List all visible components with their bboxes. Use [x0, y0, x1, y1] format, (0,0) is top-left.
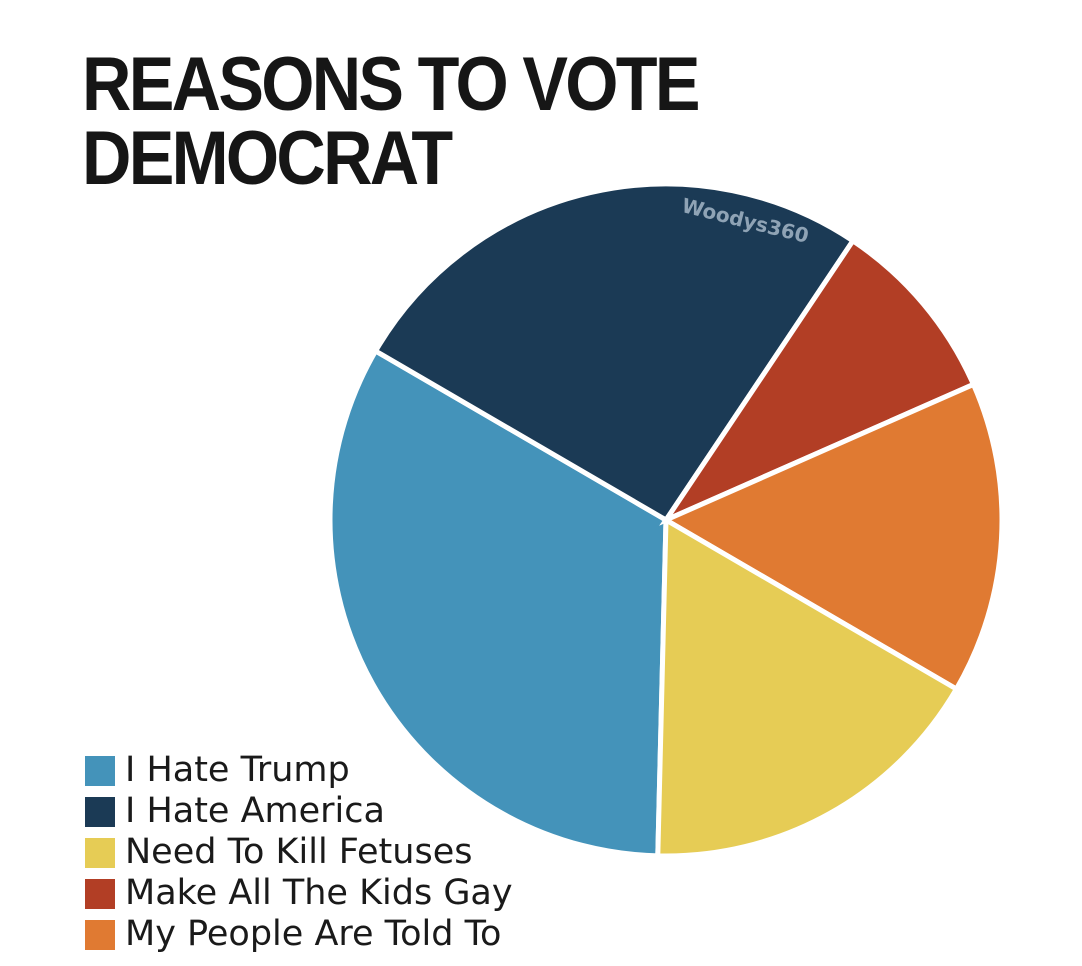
- pie-slice: [655, 515, 960, 859]
- legend-label: Make All The Kids Gay: [125, 873, 513, 913]
- legend-swatch: [85, 838, 115, 868]
- legend-swatch: [85, 879, 115, 909]
- legend-label: My People Are Told To: [125, 914, 501, 954]
- pie-slice: [327, 347, 669, 859]
- chart-title: REASONS TO VOTE DEMOCRAT: [82, 42, 700, 201]
- pie-slice: [660, 381, 1005, 693]
- legend-label: I Hate America: [125, 791, 385, 831]
- legend-swatch: [85, 920, 115, 950]
- legend-swatch: [85, 797, 115, 827]
- pie-slice: [659, 237, 977, 526]
- legend-label: I Hate Trump: [125, 750, 350, 790]
- legend-swatch: [85, 756, 115, 786]
- pie-slice: [372, 181, 857, 524]
- legend-label: Need To Kill Fetuses: [125, 832, 472, 872]
